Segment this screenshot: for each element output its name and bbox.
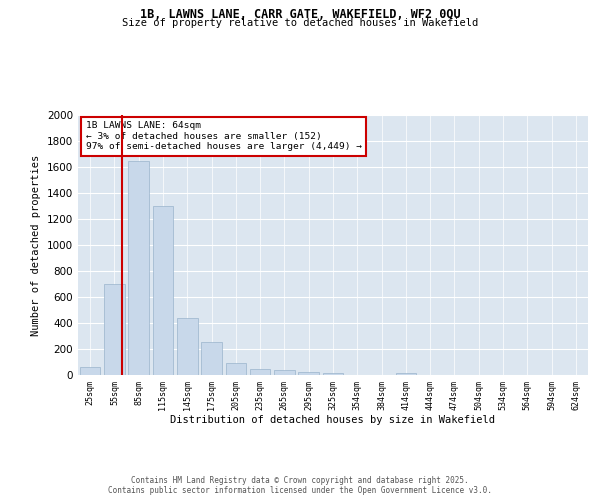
Bar [177,318,197,375]
Bar [152,206,173,375]
Bar [128,160,149,375]
Bar [250,369,271,375]
Bar [201,342,222,375]
Bar [323,373,343,375]
Bar [104,284,125,375]
Bar [80,367,100,375]
Bar [395,374,416,375]
Bar [298,372,319,375]
Text: Size of property relative to detached houses in Wakefield: Size of property relative to detached ho… [122,18,478,28]
Y-axis label: Number of detached properties: Number of detached properties [31,154,41,336]
Text: 1B, LAWNS LANE, CARR GATE, WAKEFIELD, WF2 0QU: 1B, LAWNS LANE, CARR GATE, WAKEFIELD, WF… [140,8,460,20]
Bar [226,362,246,375]
Bar [274,370,295,375]
Text: 1B LAWNS LANE: 64sqm
← 3% of detached houses are smaller (152)
97% of semi-detac: 1B LAWNS LANE: 64sqm ← 3% of detached ho… [86,122,362,152]
X-axis label: Distribution of detached houses by size in Wakefield: Distribution of detached houses by size … [170,416,496,426]
Text: Contains HM Land Registry data © Crown copyright and database right 2025.
Contai: Contains HM Land Registry data © Crown c… [108,476,492,495]
